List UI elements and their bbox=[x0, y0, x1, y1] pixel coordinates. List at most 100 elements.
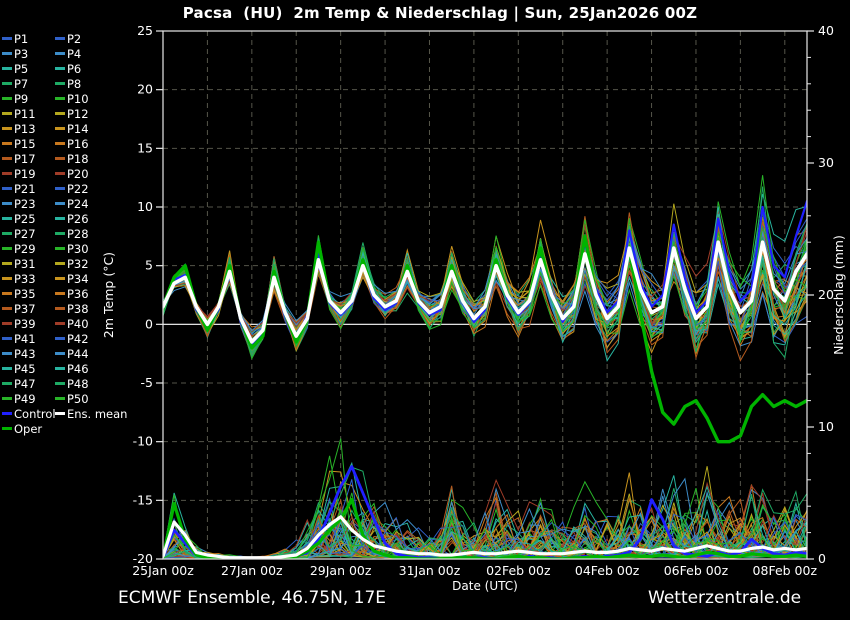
ensemble-member-lines bbox=[163, 175, 807, 559]
legend-item-label: P30 bbox=[67, 242, 89, 256]
legend-item-label: P25 bbox=[14, 212, 36, 226]
legend-color-swatch bbox=[55, 352, 65, 355]
legend-item-label: P50 bbox=[67, 392, 89, 406]
legend-item-label: P36 bbox=[67, 287, 89, 301]
legend-color-swatch bbox=[55, 82, 65, 85]
legend-color-swatch bbox=[2, 292, 12, 295]
legend-item-label: P37 bbox=[14, 302, 36, 316]
legend-item-p25: P25 bbox=[2, 212, 36, 227]
legend-color-swatch bbox=[55, 307, 65, 310]
legend-color-swatch bbox=[2, 112, 12, 115]
legend-item-label: P9 bbox=[14, 92, 29, 106]
left-axis-tick-label: 25 bbox=[137, 23, 153, 38]
ens-mean-precip-line bbox=[163, 515, 807, 559]
legend-color-swatch bbox=[55, 397, 65, 400]
legend-item-p39: P39 bbox=[2, 317, 36, 332]
legend-item-label: P29 bbox=[14, 242, 36, 256]
legend-item-oper: Oper bbox=[2, 422, 42, 437]
x-axis-tick-label: 06Feb 00z bbox=[664, 563, 729, 578]
legend-item-p11: P11 bbox=[2, 107, 36, 122]
legend-item-label: P28 bbox=[67, 227, 89, 241]
legend-color-swatch bbox=[55, 262, 65, 265]
legend-color-swatch bbox=[55, 202, 65, 205]
legend-item-label: P48 bbox=[67, 377, 89, 391]
legend-color-swatch bbox=[2, 97, 12, 100]
legend-item-p50: P50 bbox=[55, 392, 89, 407]
legend-item-label: P44 bbox=[67, 347, 89, 361]
legend-item-label: P19 bbox=[14, 167, 36, 181]
legend-item-label: P14 bbox=[67, 122, 89, 136]
legend-item-label: P13 bbox=[14, 122, 36, 136]
x-axis-tick-label: 25Jan 00z bbox=[132, 563, 194, 578]
x-axis-tick-label: 27Jan 00z bbox=[221, 563, 283, 578]
legend-item-p28: P28 bbox=[55, 227, 89, 242]
legend-item-p36: P36 bbox=[55, 287, 89, 302]
legend-item-label: P6 bbox=[67, 62, 82, 76]
left-axis-tick-label: -10 bbox=[133, 434, 153, 449]
legend-item-p21: P21 bbox=[2, 182, 36, 197]
legend-color-swatch bbox=[2, 142, 12, 145]
legend-color-swatch bbox=[2, 322, 12, 325]
legend-item-p3: P3 bbox=[2, 47, 28, 62]
legend-item-ens-mean: Ens. mean bbox=[55, 407, 127, 422]
legend-color-swatch bbox=[55, 67, 65, 70]
chart-title: Pacsa (HU) 2m Temp & Niederschlag | Sun,… bbox=[182, 4, 698, 22]
legend-item-p12: P12 bbox=[55, 107, 89, 122]
legend-item-p33: P33 bbox=[2, 272, 36, 287]
legend-item-p15: P15 bbox=[2, 137, 36, 152]
legend-item-label: P47 bbox=[14, 377, 36, 391]
legend-color-swatch bbox=[55, 277, 65, 280]
legend-item-label: P16 bbox=[67, 137, 89, 151]
legend-item-label: Ens. mean bbox=[67, 407, 128, 421]
legend-item-p8: P8 bbox=[55, 77, 81, 92]
legend-color-swatch bbox=[2, 352, 12, 355]
left-axis-tick-label: 10 bbox=[137, 199, 153, 214]
footer-site-name: Wetterzentrale.de bbox=[648, 588, 802, 608]
left-axis-tick-label: 0 bbox=[145, 316, 153, 331]
legend-item-label: P2 bbox=[67, 32, 82, 46]
ensemble-legend: P1 P2 P3 P4 P5 P6 P7 P8 P9 P10 P11 P12 P13 P14 P15 P16 P… bbox=[0, 0, 150, 445]
legend-item-p43: P43 bbox=[2, 347, 36, 362]
x-axis-tick-label: 08Feb 00z bbox=[753, 563, 818, 578]
legend-item-label: P46 bbox=[67, 362, 89, 376]
left-axis-tick-label: -15 bbox=[133, 492, 153, 507]
legend-item-p46: P46 bbox=[55, 362, 89, 377]
left-axis-tick-label: -5 bbox=[141, 375, 153, 390]
legend-item-label: P38 bbox=[67, 302, 89, 316]
right-axis-tick-label: 40 bbox=[818, 23, 834, 38]
left-axis-tick-label: 15 bbox=[137, 140, 153, 155]
legend-item-label: P45 bbox=[14, 362, 36, 376]
legend-item-p14: P14 bbox=[55, 122, 89, 137]
legend-color-swatch bbox=[2, 397, 12, 400]
legend-item-label: P7 bbox=[14, 77, 29, 91]
legend-item-label: P22 bbox=[67, 182, 89, 196]
legend-color-swatch bbox=[55, 142, 65, 145]
legend-item-p31: P31 bbox=[2, 257, 36, 272]
legend-color-swatch bbox=[2, 382, 12, 385]
legend-color-swatch bbox=[55, 112, 65, 115]
legend-color-swatch bbox=[2, 202, 12, 205]
legend-item-label: Oper bbox=[14, 422, 43, 436]
x-axis-title: Date (UTC) bbox=[452, 579, 518, 593]
legend-item-p29: P29 bbox=[2, 242, 36, 257]
legend-color-swatch bbox=[2, 247, 12, 250]
legend-item-label: P40 bbox=[67, 317, 89, 331]
legend-item-label: P15 bbox=[14, 137, 36, 151]
left-axis-tick-label: 5 bbox=[145, 258, 153, 273]
legend-color-swatch bbox=[55, 127, 65, 130]
legend-item-label: P42 bbox=[67, 332, 89, 346]
legend-item-label: P18 bbox=[67, 152, 89, 166]
legend-item-label: P34 bbox=[67, 272, 89, 286]
footer-model-info: ECMWF Ensemble, 46.75N, 17E bbox=[118, 588, 387, 608]
legend-item-control: Control bbox=[2, 407, 56, 422]
legend-color-swatch bbox=[55, 412, 65, 415]
legend-item-p24: P24 bbox=[55, 197, 89, 212]
right-axis-title: Niederschlag (mm) bbox=[831, 235, 846, 355]
legend-item-p22: P22 bbox=[55, 182, 89, 197]
legend-color-swatch bbox=[2, 52, 12, 55]
legend-color-swatch bbox=[55, 97, 65, 100]
legend-item-label: P24 bbox=[67, 197, 89, 211]
legend-item-p40: P40 bbox=[55, 317, 89, 332]
legend-item-label: P1 bbox=[14, 32, 29, 46]
